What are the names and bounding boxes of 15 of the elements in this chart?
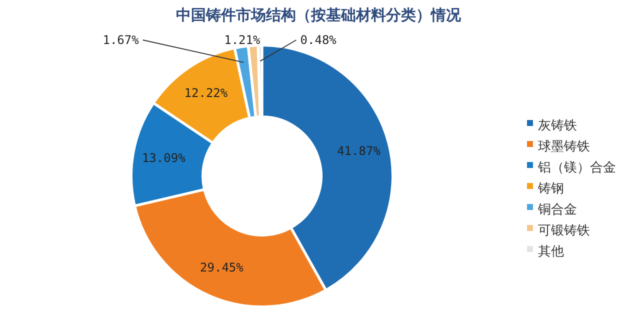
chart-title: 中国铸件市场结构（按基础材料分类）情况 (176, 6, 462, 24)
legend-label: 其他 (538, 244, 564, 260)
legend-label: 铜合金 (537, 202, 577, 218)
data-label: 1.67% (102, 33, 140, 47)
data-label: 29.45% (200, 260, 244, 275)
legend-label: 可锻铸铁 (538, 224, 590, 239)
legend-label: 球墨铸铁 (538, 140, 590, 155)
data-label: 41.87% (337, 144, 382, 158)
legend-label: 铸钢 (537, 182, 564, 197)
legend-label: 灰铸铁 (538, 118, 577, 134)
data-label: 0.48% (300, 33, 338, 47)
data-label: 12.22% (184, 86, 228, 100)
data-label: 13.09% (142, 151, 186, 166)
data-label: 1.21% (224, 33, 261, 47)
legend-label: 铝（镁）合金 (537, 160, 616, 176)
